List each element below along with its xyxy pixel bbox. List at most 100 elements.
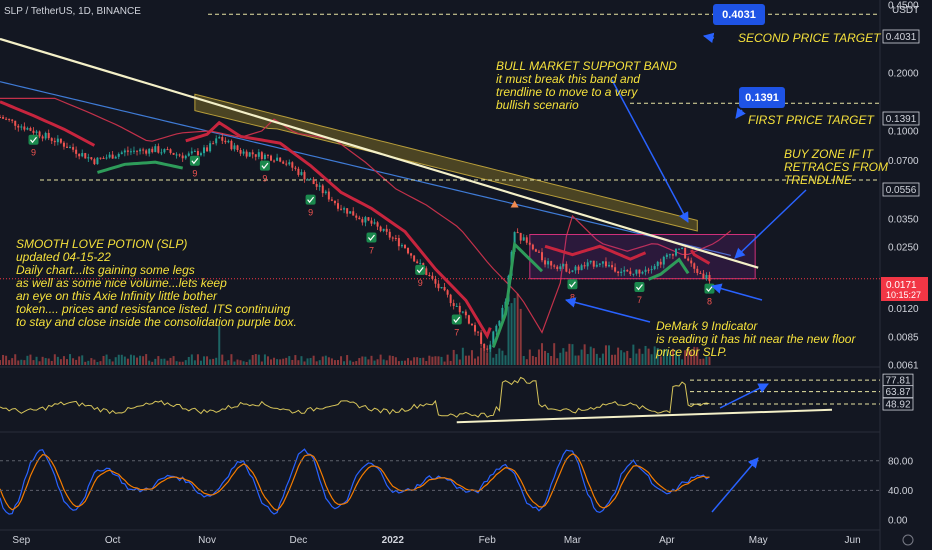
volume-bar	[452, 349, 455, 365]
candle-body	[577, 266, 580, 271]
arrow-stoch	[711, 457, 759, 513]
candle-body	[534, 249, 537, 252]
candle-body	[169, 149, 172, 153]
volume-bar	[81, 355, 84, 365]
candle-body	[598, 263, 601, 265]
volume-bar	[132, 355, 135, 365]
volume-bar	[425, 361, 428, 365]
candle-body	[592, 260, 595, 267]
candle-body	[346, 208, 349, 214]
volume-bar	[300, 356, 303, 365]
price-tick-label: 0.0061	[888, 361, 919, 372]
volume-bar	[595, 353, 598, 365]
volume-bar	[199, 360, 202, 365]
time-tick-label: 2022	[382, 535, 405, 546]
candle-body	[394, 238, 397, 240]
volume-bar	[589, 346, 592, 365]
time-axis[interactable]: Sep Oct Nov Dec 2022 Feb Mar Apr May Jun	[12, 535, 860, 546]
volume-bar	[458, 359, 461, 365]
candle-body	[495, 325, 498, 332]
volume-bar	[477, 356, 480, 365]
check-icon	[30, 136, 37, 144]
volume-bar	[23, 360, 26, 365]
volume-bar	[47, 358, 50, 365]
volume-bar	[178, 361, 181, 365]
volume-bar	[501, 350, 504, 365]
candle-body	[236, 145, 239, 150]
candle-body	[105, 157, 108, 159]
candle-body	[583, 265, 586, 267]
arrow-bull-band	[611, 79, 689, 223]
candle-body	[674, 248, 677, 256]
candle-body	[425, 268, 428, 275]
candle-body	[632, 273, 635, 275]
volume-bar	[598, 357, 601, 365]
candle-body	[62, 142, 65, 147]
volume-bar	[455, 354, 458, 365]
tag-buy-zone: 0.0556	[882, 182, 920, 197]
volume-bar	[656, 347, 659, 365]
volume-bar	[483, 349, 486, 365]
desc-line-6: token.... prices and resistance listed. …	[16, 302, 290, 316]
candle-body	[437, 283, 440, 289]
volume-bar	[537, 349, 540, 365]
settings-icon[interactable]	[902, 534, 914, 546]
volume-bar	[440, 356, 443, 365]
price-tick-label: 0.4500	[888, 1, 919, 12]
ma-blue	[0, 81, 731, 256]
candle-body	[282, 161, 285, 164]
volume-bar	[160, 358, 163, 365]
first-target-flag[interactable]: 0.1391	[739, 87, 785, 108]
volume-bar	[218, 325, 221, 365]
candle-body	[440, 287, 443, 289]
candle-body	[382, 228, 385, 231]
stoch-tick-label: 80.00	[888, 456, 913, 467]
volume-bar	[279, 359, 282, 365]
volume-bar	[355, 361, 358, 365]
volume-bar	[632, 344, 635, 365]
volume-bar	[376, 359, 379, 365]
candle-body	[324, 191, 327, 194]
volume-bar	[671, 348, 674, 365]
candle-body	[151, 148, 154, 153]
candle-body	[47, 132, 50, 139]
candle-body	[340, 208, 343, 210]
candle-body	[470, 323, 473, 326]
candle-body	[263, 154, 266, 160]
volume-bar	[635, 353, 638, 365]
demark-line-2: is reading it has hit near the new floor	[656, 332, 856, 346]
candle-body	[209, 143, 212, 152]
bull-band-line-3: trendline to move to a very	[496, 85, 638, 99]
second-target-flag[interactable]: 0.4031	[713, 4, 765, 25]
candle-body	[23, 126, 26, 130]
volume-bar	[257, 354, 260, 365]
candle-body	[5, 118, 8, 120]
volume-bar	[291, 359, 294, 365]
volume-bar	[653, 346, 656, 365]
supertrend-down	[689, 249, 711, 265]
candle-body	[702, 273, 705, 279]
volume-bar	[50, 360, 53, 365]
rsi-trendline[interactable]	[456, 408, 833, 424]
volume-bar	[282, 358, 285, 365]
volume-bar	[531, 355, 534, 365]
volume-bar	[315, 361, 318, 365]
volume-bar	[343, 361, 346, 365]
candle-body	[175, 154, 178, 156]
volume-bar	[227, 360, 230, 365]
demark-badge	[451, 314, 462, 325]
stoch-levels	[0, 460, 880, 491]
volume-bar	[370, 355, 373, 365]
candle-body	[90, 157, 93, 160]
volume-bar	[90, 358, 93, 365]
candle-body	[486, 348, 489, 350]
volume-bar	[379, 354, 382, 365]
bull-band-line-4: bullish scenario	[496, 98, 579, 112]
candle-body	[474, 325, 477, 332]
trendline[interactable]	[0, 37, 759, 269]
demark-badge	[634, 281, 645, 292]
supertrend-down	[544, 244, 647, 261]
candle-body	[17, 125, 20, 128]
